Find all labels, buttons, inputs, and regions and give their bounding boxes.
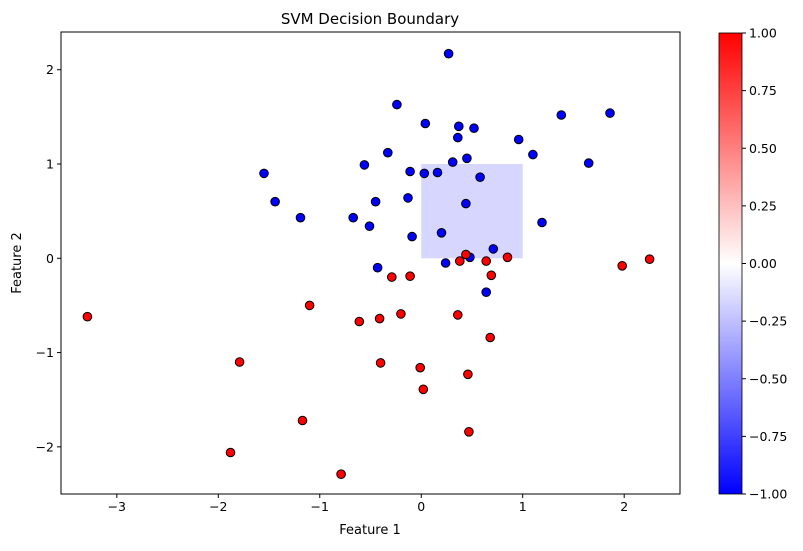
point-class-negative [407, 231, 417, 242]
point-class-negative [447, 157, 458, 167]
point-class-positive [304, 300, 315, 311]
point-class-positive [644, 254, 655, 265]
point-class-negative [469, 123, 479, 133]
point-class-negative [270, 196, 280, 207]
point-class-positive [374, 313, 385, 324]
colorbar-tick-label: 0.00 [749, 256, 777, 271]
x-axis-label: Feature 1 [339, 523, 401, 538]
plot-area [82, 48, 655, 480]
point-class-negative [432, 167, 443, 178]
colorbar-tick-label: 1.00 [749, 26, 777, 41]
colorbar-tick-label: 0.75 [749, 83, 777, 98]
point-class-positive [415, 362, 426, 373]
point-class-positive [617, 261, 628, 271]
point-class-negative [453, 132, 463, 143]
point-class-negative [537, 217, 547, 228]
point-class-positive [486, 270, 497, 281]
colorbar-tick-label: −1.00 [749, 487, 787, 502]
point-class-negative [372, 262, 383, 273]
y-tick-label: −2 [36, 439, 54, 454]
point-class-positive [336, 469, 346, 480]
point-class-negative [583, 158, 594, 168]
x-tick-label: 2 [620, 499, 628, 514]
point-class-positive [453, 310, 463, 320]
x-tick-label: −1 [311, 499, 329, 514]
point-class-negative [370, 196, 381, 207]
point-class-negative [481, 287, 492, 298]
point-class-positive [297, 415, 308, 426]
point-class-negative [528, 149, 538, 160]
point-class-positive [502, 252, 513, 263]
x-tick-label: −3 [108, 499, 126, 514]
point-class-negative [513, 134, 524, 145]
point-class-positive [481, 256, 492, 266]
point-class-negative [420, 118, 431, 129]
point-class-negative [405, 166, 415, 177]
point-class-positive [461, 249, 471, 260]
point-class-negative [359, 160, 370, 170]
colorbar-axis: 1.00 0.75 0.50 0.25 0.00 −0.25 −0.50 −0.75 −1.00 [742, 26, 787, 502]
point-class-negative [443, 48, 454, 59]
y-tick-label: −1 [36, 345, 54, 360]
y-tick-label: 0 [46, 251, 54, 266]
x-tick-label: 0 [417, 499, 425, 514]
y-tick-label: 1 [46, 157, 54, 172]
x-tick-label: 1 [519, 499, 527, 514]
point-class-positive [463, 369, 473, 380]
point-class-negative [419, 168, 430, 179]
point-class-negative [295, 212, 306, 223]
point-class-negative [440, 258, 451, 268]
chart-title: SVM Decision Boundary [281, 10, 459, 28]
colorbar-tick-label: 0.25 [749, 198, 777, 213]
point-class-positive [375, 358, 386, 368]
colorbar [718, 32, 743, 495]
point-class-negative [605, 108, 615, 118]
point-class-negative [556, 110, 567, 120]
point-class-negative [475, 172, 485, 182]
colorbar-tick-label: −0.25 [749, 314, 787, 329]
plot-frame [60, 31, 681, 495]
point-class-negative [348, 212, 359, 223]
point-class-negative [454, 121, 464, 132]
colorbar-tick-label: −0.75 [749, 429, 787, 444]
point-class-negative [462, 153, 472, 164]
colorbar-tick-label: 0.50 [749, 141, 777, 156]
point-class-negative [461, 198, 471, 209]
point-class-negative [488, 244, 499, 254]
point-class-negative [364, 221, 375, 231]
point-class-positive [387, 272, 397, 282]
point-class-positive [455, 256, 465, 266]
y-axis-label: Feature 2 [10, 232, 25, 294]
point-class-positive [234, 357, 245, 367]
point-class-positive [485, 332, 496, 343]
point-class-positive [396, 309, 406, 319]
point-class-positive [418, 384, 429, 395]
point-class-positive [225, 447, 236, 458]
point-class-negative [383, 147, 393, 158]
point-class-negative [403, 193, 413, 203]
x-tick-label: −2 [209, 499, 227, 514]
point-class-negative [392, 99, 402, 110]
point-class-negative [436, 228, 447, 238]
decision-region [421, 164, 523, 259]
colorbar-tick-label: −0.50 [749, 371, 787, 386]
point-class-negative [259, 168, 269, 179]
y-tick-label: 2 [46, 62, 54, 77]
y-axis: −2 −1 0 1 2 [36, 62, 61, 454]
x-axis: −3 −2 −1 0 1 2 [108, 494, 628, 514]
point-class-positive [464, 427, 474, 437]
point-class-positive [82, 311, 93, 322]
point-class-positive [354, 316, 365, 327]
point-class-positive [405, 271, 415, 282]
